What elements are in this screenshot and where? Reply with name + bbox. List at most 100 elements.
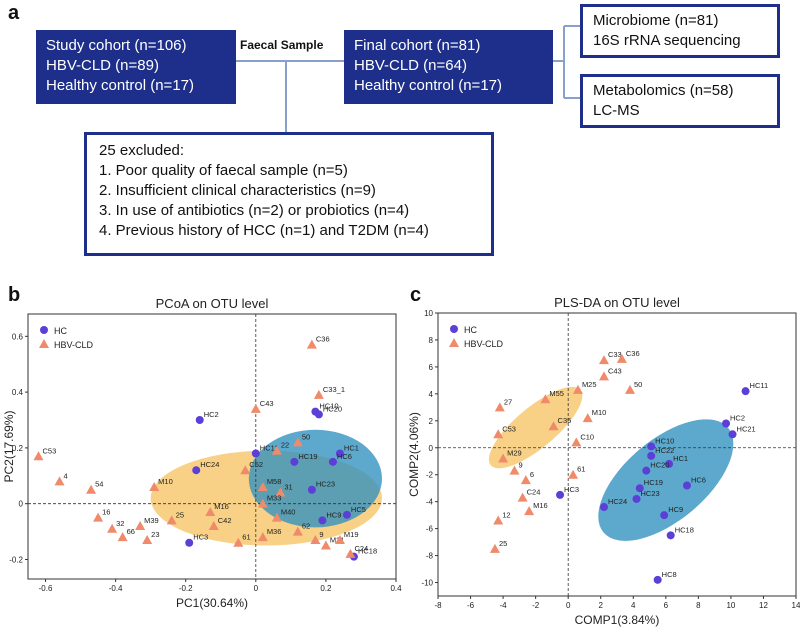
hc-confidence-ellipse [248,429,382,528]
point-label: HC11 [750,381,769,390]
hbv-cld-point [520,475,531,485]
hc-point [728,430,737,439]
x-tick-label: 8 [696,601,701,610]
hc-point [635,484,644,493]
point-label: 9 [319,530,323,539]
point-label: HC8 [662,570,677,579]
point-label: C42 [218,516,232,525]
plsda-frame [437,312,797,597]
point-label: M10 [592,408,607,417]
point-label: M29 [507,449,522,458]
pcoa-plot: -0.6 -0.4 -0.2 0 0.2 0.4 -0.2 0 0.2 0.4 0.6 PCoA on… [2,296,402,610]
point-label: 66 [127,527,135,536]
point-label: HC2 [204,410,219,419]
y-tick-label: 8 [429,336,434,345]
y-tick-label: 2 [429,417,434,426]
panel-label-c: c [410,284,422,306]
hbv-cld-point [208,521,219,530]
hbv-cld-point [616,353,627,363]
metabolomics-title: Metabolomics (n=58) [593,82,734,99]
y-tick-label: 0.2 [12,444,24,453]
hbv-cld-point [93,512,104,522]
point-label: C36 [626,349,640,358]
hbv-cld-point [548,421,559,431]
point-label: 31 [284,483,292,492]
point-label: HC18 [358,547,377,556]
x-tick-label: 10 [726,601,735,610]
y-tick-label: 6 [429,363,434,372]
hc-point [647,451,656,460]
point-label: HC3 [193,533,208,542]
hbv-cld-point [524,506,535,516]
point-label: 25 [499,539,507,548]
hbv-cld-point [568,469,579,479]
hbv-cld-point [540,394,551,404]
hbv-cld-point [598,371,609,381]
hbv-cld-point [572,384,583,394]
point-label: C10 [580,432,594,441]
x-tick-label: 12 [759,601,768,610]
hbv-cld-point [310,534,321,544]
x-tick-label: 0.4 [390,584,402,593]
point-label: M36 [267,527,282,536]
point-label: HC10 [655,436,674,445]
legend-hbv-cld-marker [39,339,49,348]
point-label: C53 [502,424,516,433]
hbv-cld-point [509,465,520,475]
hc-confidence-ellipse [598,419,734,541]
excluded-item: 1. Poor quality of faecal sample (n=5) [99,162,348,179]
excluded-item: 4. Previous history of HCC (n=1) and T2D… [99,222,429,239]
point-label: 9 [518,461,522,470]
point-label: HC20 [323,404,342,413]
hbv-cld-point [313,389,324,399]
hc-point [195,416,204,424]
point-label: HC23 [641,489,660,498]
point-label: 54 [95,480,103,489]
hbv-cld-point [517,492,528,502]
hbv-cld-point [86,484,97,494]
point-label: C24 [527,488,541,497]
hbv-cld-point [625,384,636,394]
point-label: C52 [249,460,263,469]
legend-hbv-cld-label: HBV-CLD [54,340,94,350]
point-label: 25 [176,510,184,519]
hc-point [682,481,691,490]
point-label: M19 [344,530,359,539]
excluded-title: 25 excluded: [99,142,185,159]
point-label: C43 [260,399,274,408]
hbv-cld-point [271,445,282,455]
hbv-cld-point [54,476,65,486]
hbv-cld-point [292,526,303,536]
point-label: M16 [533,501,548,510]
x-tick-label: -6 [467,601,475,610]
x-tick-label: -0.4 [109,584,123,593]
point-label: 6 [530,470,534,479]
final-cohort-box: Final cohort (n=81) HBV-CLD (n=64) Healt… [344,30,553,104]
point-label: M16 [214,502,229,511]
hc-point [311,407,320,416]
legend-hc-marker [450,325,458,333]
hc-point [653,575,662,584]
point-label: HC22 [655,446,674,455]
x-tick-label: 14 [792,601,800,610]
point-label: HC1 [673,454,688,463]
point-label: 4 [64,471,68,480]
point-label: HC20 [650,461,669,470]
point-label: HC23 [316,480,335,489]
hc-point [556,490,565,499]
final-cohort-total: Final cohort (n=81) [354,37,481,54]
point-label: C35 [558,416,572,425]
pcoa-y-axis-label: PC2(17.69%) [2,410,16,482]
hbv-cld-point [257,532,268,542]
x-tick-label: 4 [631,601,636,610]
point-label: M10 [158,477,173,486]
hc-point [722,419,731,428]
point-label: 61 [577,465,585,474]
microbiome-method: 16S rRNA sequencing [593,32,741,49]
hbv-cld-point [598,355,609,365]
hbv-cld-point [142,534,153,544]
legend-hc-label: HC [54,326,67,336]
point-label: C33_1 [323,385,345,394]
point-label: HC19 [298,452,317,461]
point-label: 62 [302,522,310,531]
